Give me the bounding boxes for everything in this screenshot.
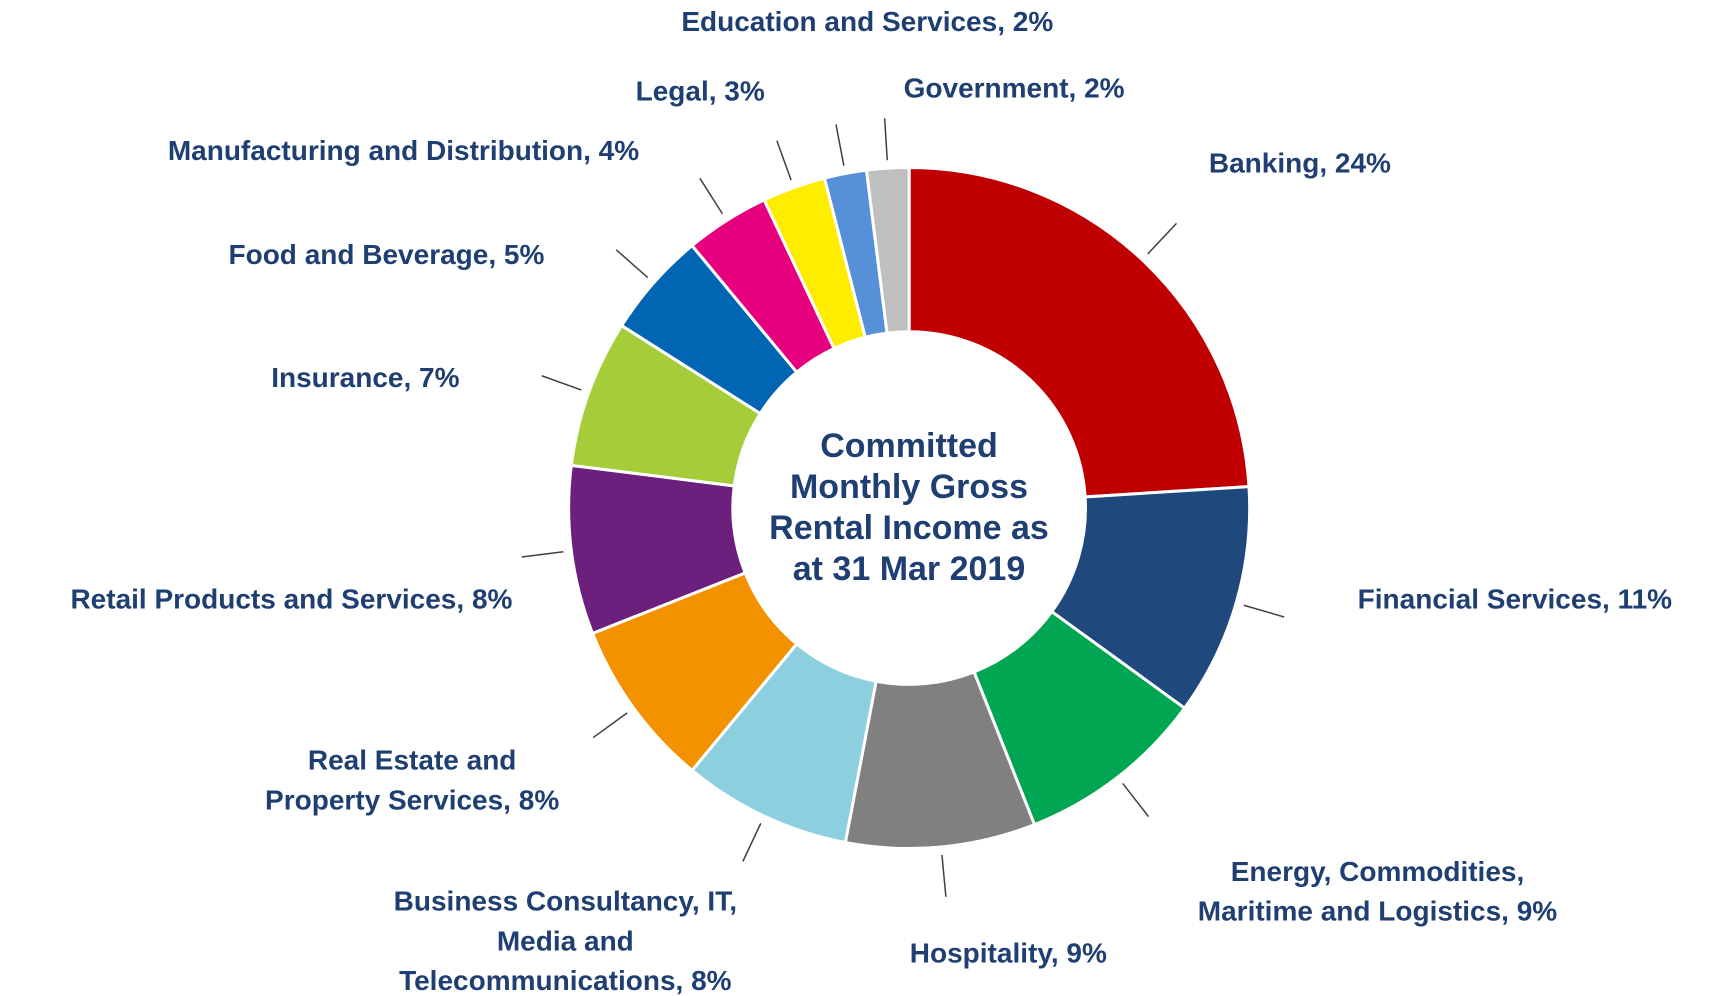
- data-label: Business Consultancy, IT, Media and Teleco…: [394, 886, 737, 996]
- data-label-line: Insurance, 7%: [271, 363, 459, 394]
- leader-line: [521, 550, 564, 558]
- leader-line: [835, 124, 845, 166]
- data-label: Energy, Commodities, Maritime and Logisti…: [1198, 856, 1558, 927]
- data-label: Food and Beverage, 5%: [229, 239, 545, 270]
- leader-line: [742, 823, 762, 862]
- chart-title: Committed Monthly Gross Rental Income as…: [769, 427, 1049, 588]
- leader-line: [699, 177, 724, 215]
- leader-line: [541, 375, 582, 391]
- donut-segment: [864, 166, 911, 335]
- data-label-line: Maritime and Logistics, 9%: [1198, 896, 1558, 927]
- data-label: Education and Services, 2%: [681, 7, 1053, 38]
- leader-line: [615, 249, 649, 279]
- data-label: Hospitality, 9%: [910, 938, 1107, 969]
- data-label: Banking, 24%: [1209, 148, 1391, 179]
- data-label: Retail Products and Services, 8%: [70, 584, 512, 615]
- leader-line: [941, 854, 947, 897]
- data-label-line: Business Consultancy, IT,: [394, 886, 737, 917]
- data-label: Financial Services, 11%: [1358, 584, 1673, 615]
- data-label-line: Retail Products and Services, 8%: [70, 584, 512, 615]
- leader-line: [1122, 782, 1150, 818]
- data-label-line: Food and Beverage, 5%: [229, 239, 545, 270]
- leader-line: [776, 140, 792, 181]
- leader-line: [592, 712, 628, 739]
- data-label-line: Financial Services, 11%: [1358, 584, 1673, 615]
- data-label-line: Legal, 3%: [636, 76, 765, 107]
- data-label-line: Banking, 24%: [1209, 148, 1391, 179]
- data-label-line: Education and Services, 2%: [681, 7, 1053, 38]
- data-label-line: Real Estate and: [308, 745, 517, 776]
- data-label-line: Media and: [497, 926, 634, 957]
- data-label-line: Hospitality, 9%: [910, 938, 1107, 969]
- leader-line: [1243, 604, 1285, 618]
- data-label-line: Property Services, 8%: [265, 785, 559, 816]
- data-label-line: Energy, Commodities,: [1231, 856, 1525, 887]
- data-label-line: Telecommunications, 8%: [399, 965, 732, 996]
- data-label: Government, 2%: [904, 73, 1125, 104]
- data-label: Manufacturing and Distribution, 4%: [168, 136, 639, 167]
- data-label: Legal, 3%: [636, 76, 765, 107]
- data-label: Insurance, 7%: [271, 363, 459, 394]
- leader-line: [1147, 222, 1178, 255]
- leader-line: [883, 118, 889, 161]
- data-label-line: Government, 2%: [904, 73, 1125, 104]
- data-label-line: Manufacturing and Distribution, 4%: [168, 136, 639, 167]
- donut-segment: [907, 166, 1251, 499]
- data-label: Real Estate and Property Services, 8%: [265, 745, 559, 816]
